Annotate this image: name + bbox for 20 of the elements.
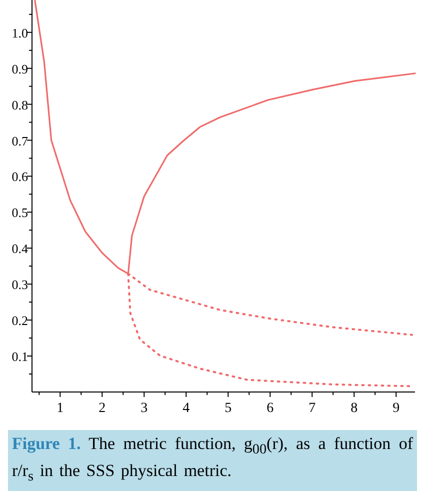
text: Figure 1. The metric function, g$_{00}$(r), as a function of r/r$_{s}$ in the SSS physical metric. bbox=[12, 434, 413, 485]
y-tick-label: 0.3 bbox=[12, 277, 28, 292]
y-tick-label: 0.2 bbox=[12, 313, 28, 328]
y-tick-label: 0.1 bbox=[12, 349, 28, 364]
x-tick-label: 6 bbox=[266, 401, 274, 416]
y-tick-label: 0.5 bbox=[12, 205, 28, 220]
x-tick-label: 2 bbox=[98, 401, 106, 416]
x-tick-label: 4 bbox=[182, 401, 190, 416]
x-tick-label: 1 bbox=[56, 401, 64, 416]
y-tick-label: 0.8 bbox=[12, 97, 28, 112]
y-tick-label: 0.6 bbox=[12, 169, 28, 184]
x-tick-label: 3 bbox=[140, 401, 148, 416]
x-tick-label: 5 bbox=[224, 401, 232, 416]
y-tick-label: 0.9 bbox=[12, 61, 28, 76]
y-tick-label: 1.0 bbox=[12, 25, 28, 40]
y-tick-label: 0.7 bbox=[12, 133, 28, 148]
x-tick-label: 8 bbox=[350, 401, 358, 416]
x-tick-label: 9 bbox=[392, 401, 400, 416]
y-tick-label: 0.4 bbox=[12, 241, 28, 256]
x-tick-label: 7 bbox=[308, 401, 316, 416]
